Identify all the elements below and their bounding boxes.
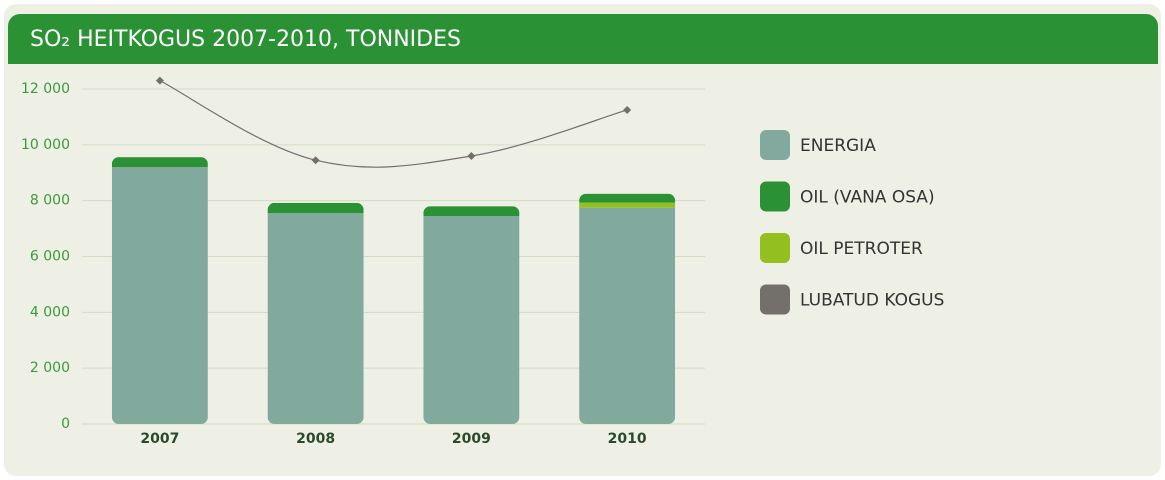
- bar-segment: [423, 206, 520, 217]
- y-tick-label: 0: [61, 416, 70, 432]
- legend-label: OIL PETROTER: [800, 239, 923, 259]
- line-marker: [311, 156, 320, 165]
- legend-swatch: [760, 233, 790, 263]
- bar-segment: [423, 216, 520, 424]
- line-marker: [467, 152, 476, 160]
- line: [159, 80, 628, 168]
- bar-segment: [267, 213, 364, 424]
- legend-swatch: [760, 181, 790, 212]
- bar-segment: [579, 207, 676, 424]
- y-tick-label: 4 000: [30, 304, 70, 320]
- legend-swatch: [760, 130, 790, 160]
- bar-segment: [579, 202, 676, 208]
- x-tick-label: 2008: [296, 431, 335, 447]
- y-tick-label: 12 000: [21, 81, 70, 97]
- x-tick-label: 2007: [140, 431, 179, 447]
- line-marker: [623, 105, 632, 114]
- y-tick-label: 6 000: [30, 249, 70, 265]
- legend-swatch: [760, 284, 790, 315]
- y-tick-label: 2 000: [30, 360, 70, 376]
- x-tick-label: 2009: [452, 431, 491, 447]
- chart-title: SO₂ HEITKOGUS 2007-2010, TONNIDES: [30, 27, 461, 52]
- header-bar: [8, 14, 1158, 64]
- legend-label: OIL (VANA OSA): [800, 188, 935, 208]
- legend-label: LUBATUD KOGUS: [800, 291, 944, 311]
- bar-segment: [111, 157, 208, 168]
- line-marker: [155, 76, 164, 85]
- bar-segment: [267, 202, 364, 214]
- bar-segment: [111, 167, 208, 424]
- y-tick-label: 8 000: [30, 193, 70, 209]
- legend-label: ENERGIA: [800, 136, 876, 156]
- y-tick-label: 10 000: [21, 137, 70, 153]
- bar-segment: [579, 193, 676, 203]
- x-tick-label: 2010: [608, 431, 647, 447]
